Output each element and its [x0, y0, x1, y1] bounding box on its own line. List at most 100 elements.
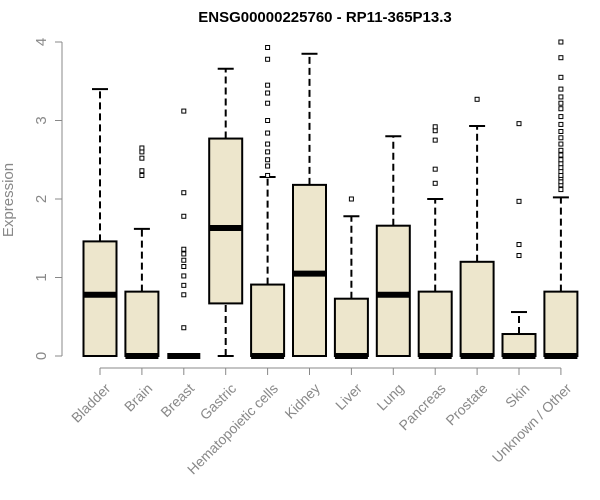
chart-title: ENSG00000225760 - RP11-365P13.3 — [198, 9, 452, 26]
x-tick-label-prostate: Prostate — [442, 380, 490, 428]
outlier-point-breast — [181, 108, 187, 114]
outlier-point-unknown-other — [558, 165, 564, 171]
outlier-point-pancreas — [432, 124, 438, 130]
outlier-point-prostate — [474, 96, 480, 102]
y-tick-label: 0 — [33, 352, 50, 360]
outlier-point-unknown-other — [558, 152, 564, 158]
outlier-point-breast — [181, 213, 187, 219]
outlier-point-unknown-other — [558, 169, 564, 175]
y-tick-label: 3 — [33, 116, 50, 124]
outlier-point-brain — [139, 168, 145, 174]
outlier-point-unknown-other — [558, 128, 564, 134]
outlier-point-hematopoietic-cells — [265, 82, 271, 88]
outlier-point-pancreas — [432, 166, 438, 172]
outlier-point-unknown-other — [558, 106, 564, 112]
outlier-point-skin — [516, 242, 522, 248]
outlier-point-hematopoietic-cells — [265, 118, 271, 123]
outlier-point-skin — [516, 253, 522, 259]
box-body-brain — [124, 290, 160, 358]
box-prostate — [459, 96, 495, 359]
outlier-point-breast — [181, 273, 187, 279]
outlier-point-hematopoietic-cells — [265, 56, 271, 62]
outlier-point-hematopoietic-cells — [265, 163, 271, 169]
outlier-point-unknown-other — [558, 86, 564, 92]
outlier-point-unknown-other — [558, 74, 564, 80]
box-kidney — [292, 52, 327, 357]
box-body-lung — [375, 224, 411, 357]
box-body-kidney — [292, 183, 327, 357]
outlier-point-hematopoietic-cells — [265, 44, 271, 50]
outlier-point-hematopoietic-cells — [265, 100, 271, 106]
y-tick-label: 1 — [33, 273, 50, 281]
x-tick-label-pancreas: Pancreas — [396, 380, 449, 433]
box-body-hematopoietic-cells — [250, 283, 286, 357]
box-body-pancreas — [417, 290, 453, 358]
outlier-point-breast — [181, 264, 187, 270]
outlier-point-breast — [181, 325, 187, 331]
outlier-point-brain — [139, 145, 145, 151]
outlier-point-pancreas — [432, 137, 438, 143]
outlier-point-breast — [181, 282, 187, 288]
box-hematopoietic-cells — [250, 44, 286, 359]
outlier-point-hematopoietic-cells — [265, 149, 271, 155]
y-axis: 0 1 2 3 4 — [33, 38, 63, 360]
outlier-point-unknown-other — [558, 135, 564, 141]
outlier-point-brain — [139, 155, 145, 161]
box-body-prostate — [459, 260, 495, 357]
outlier-point-breast — [181, 292, 187, 298]
x-tick-label-kidney: Kidney — [281, 380, 323, 422]
outlier-point-liver — [348, 196, 354, 202]
x-tick-label-brain: Brain — [121, 380, 155, 414]
box-body-skin — [501, 333, 537, 357]
box-body-liver — [333, 297, 369, 358]
y-axis-label: Expression — [0, 163, 17, 237]
x-tick-label-bladder: Bladder — [68, 380, 114, 426]
box-brain — [124, 145, 160, 359]
outlier-point-unknown-other — [558, 179, 564, 185]
x-tick-label-unknown-other: Unknown / Other — [489, 380, 575, 466]
y-tick-label: 4 — [33, 38, 50, 46]
box-gastric — [208, 67, 244, 357]
outlier-point-breast — [181, 251, 187, 257]
box-liver — [333, 196, 369, 359]
outlier-point-hematopoietic-cells — [265, 90, 271, 96]
box-skin — [501, 121, 537, 359]
outlier-point-breast — [181, 246, 187, 252]
box-pancreas — [417, 124, 453, 359]
outlier-point-unknown-other — [558, 141, 564, 147]
outlier-point-brain — [139, 172, 145, 178]
box-body-unknown-other — [543, 290, 579, 358]
boxes-group — [82, 39, 579, 359]
box-breast — [167, 108, 201, 359]
x-tick-label-lung: Lung — [373, 380, 406, 413]
box-unknown-other — [543, 39, 579, 359]
x-tick-label-breast: Breast — [157, 380, 197, 420]
outlier-point-unknown-other — [558, 172, 564, 178]
outlier-point-hematopoietic-cells — [265, 172, 271, 178]
outlier-point-hematopoietic-cells — [265, 130, 271, 136]
outlier-point-unknown-other — [558, 157, 564, 163]
x-tick-label-liver: Liver — [332, 380, 365, 413]
outlier-point-pancreas — [432, 128, 438, 134]
outlier-point-unknown-other — [558, 161, 564, 167]
outlier-point-unknown-other — [558, 100, 564, 106]
outlier-point-unknown-other — [558, 187, 564, 193]
outlier-point-skin — [516, 121, 522, 127]
outlier-point-unknown-other — [558, 39, 564, 45]
box-bladder — [82, 88, 118, 357]
outlier-point-breast — [181, 190, 187, 196]
outlier-point-unknown-other — [558, 121, 564, 127]
box-body-bladder — [82, 240, 118, 357]
outlier-point-breast — [181, 257, 187, 263]
outlier-point-skin — [516, 198, 522, 204]
outlier-point-hematopoietic-cells — [265, 141, 271, 147]
box-lung — [375, 135, 411, 357]
outlier-point-unknown-other — [558, 94, 564, 100]
box-body-gastric — [208, 137, 244, 305]
outlier-point-pancreas — [432, 180, 438, 186]
outlier-point-unknown-other — [558, 55, 564, 61]
y-tick-label: 2 — [33, 195, 50, 203]
outlier-point-unknown-other — [558, 147, 564, 153]
